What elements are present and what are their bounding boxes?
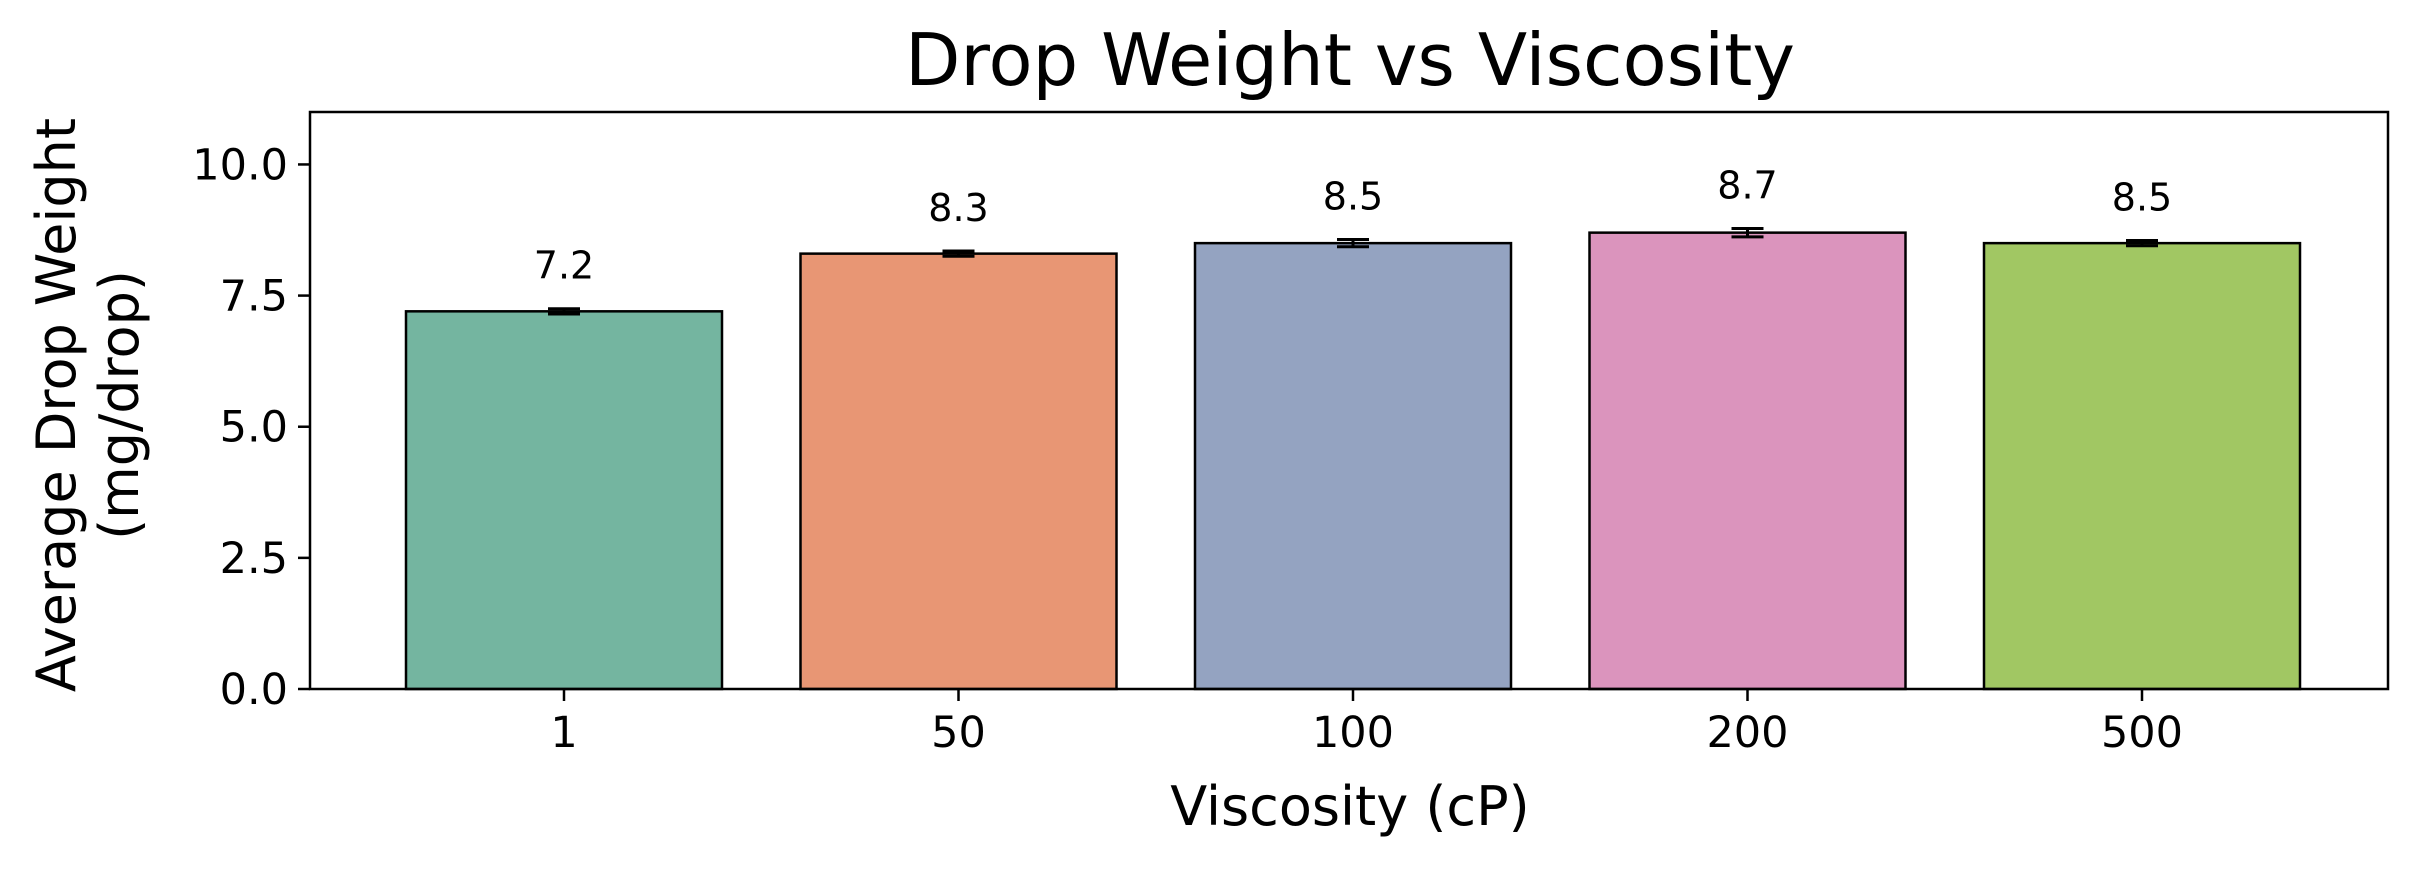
plot-area-frame <box>308 110 2390 691</box>
chart-title: Drop Weight vs Viscosity <box>905 18 1795 102</box>
x-axis-ticks: 1 50 100 200 500 <box>550 689 2183 758</box>
y-tick-label: 10.0 <box>192 140 288 190</box>
y-axis-label: Average Drop Weight (mg/drop) <box>25 118 151 692</box>
bar-500 <box>1982 241 2302 691</box>
data-label-1: 7.2 <box>534 244 594 288</box>
bar-50 <box>799 252 1118 691</box>
data-label-50: 8.3 <box>928 186 988 230</box>
y-tick-label: 2.5 <box>220 534 288 584</box>
y-tick-label: 7.5 <box>220 272 288 322</box>
error-bars-layer <box>548 226 2158 316</box>
bars-layer <box>404 231 2302 691</box>
bar-1 <box>404 310 724 691</box>
data-label-500: 8.5 <box>2112 176 2172 220</box>
x-axis-label: Viscosity (cP) <box>1170 775 1529 838</box>
x-tick-label: 100 <box>1312 708 1394 758</box>
y-axis-label-line-2: (mg/drop) <box>88 270 151 540</box>
data-label-100: 8.5 <box>1323 174 1383 218</box>
x-tick-label: 50 <box>931 708 986 758</box>
bar-200 <box>1588 231 1907 691</box>
y-tick-label: 0.0 <box>220 665 288 715</box>
x-tick-label: 500 <box>2101 708 2183 758</box>
data-label-200: 8.7 <box>1717 163 1777 207</box>
data-labels-layer: 7.2 8.3 8.5 8.7 8.5 <box>534 163 2172 287</box>
y-axis-label-line-1: Average Drop Weight <box>25 118 88 692</box>
x-tick-label: 200 <box>1706 708 1788 758</box>
y-tick-label: 5.0 <box>220 403 288 453</box>
x-tick-label: 1 <box>550 708 577 758</box>
y-axis-ticks: 0.0 2.5 5.0 7.5 10.0 <box>192 140 310 715</box>
bar-100 <box>1193 241 1513 691</box>
